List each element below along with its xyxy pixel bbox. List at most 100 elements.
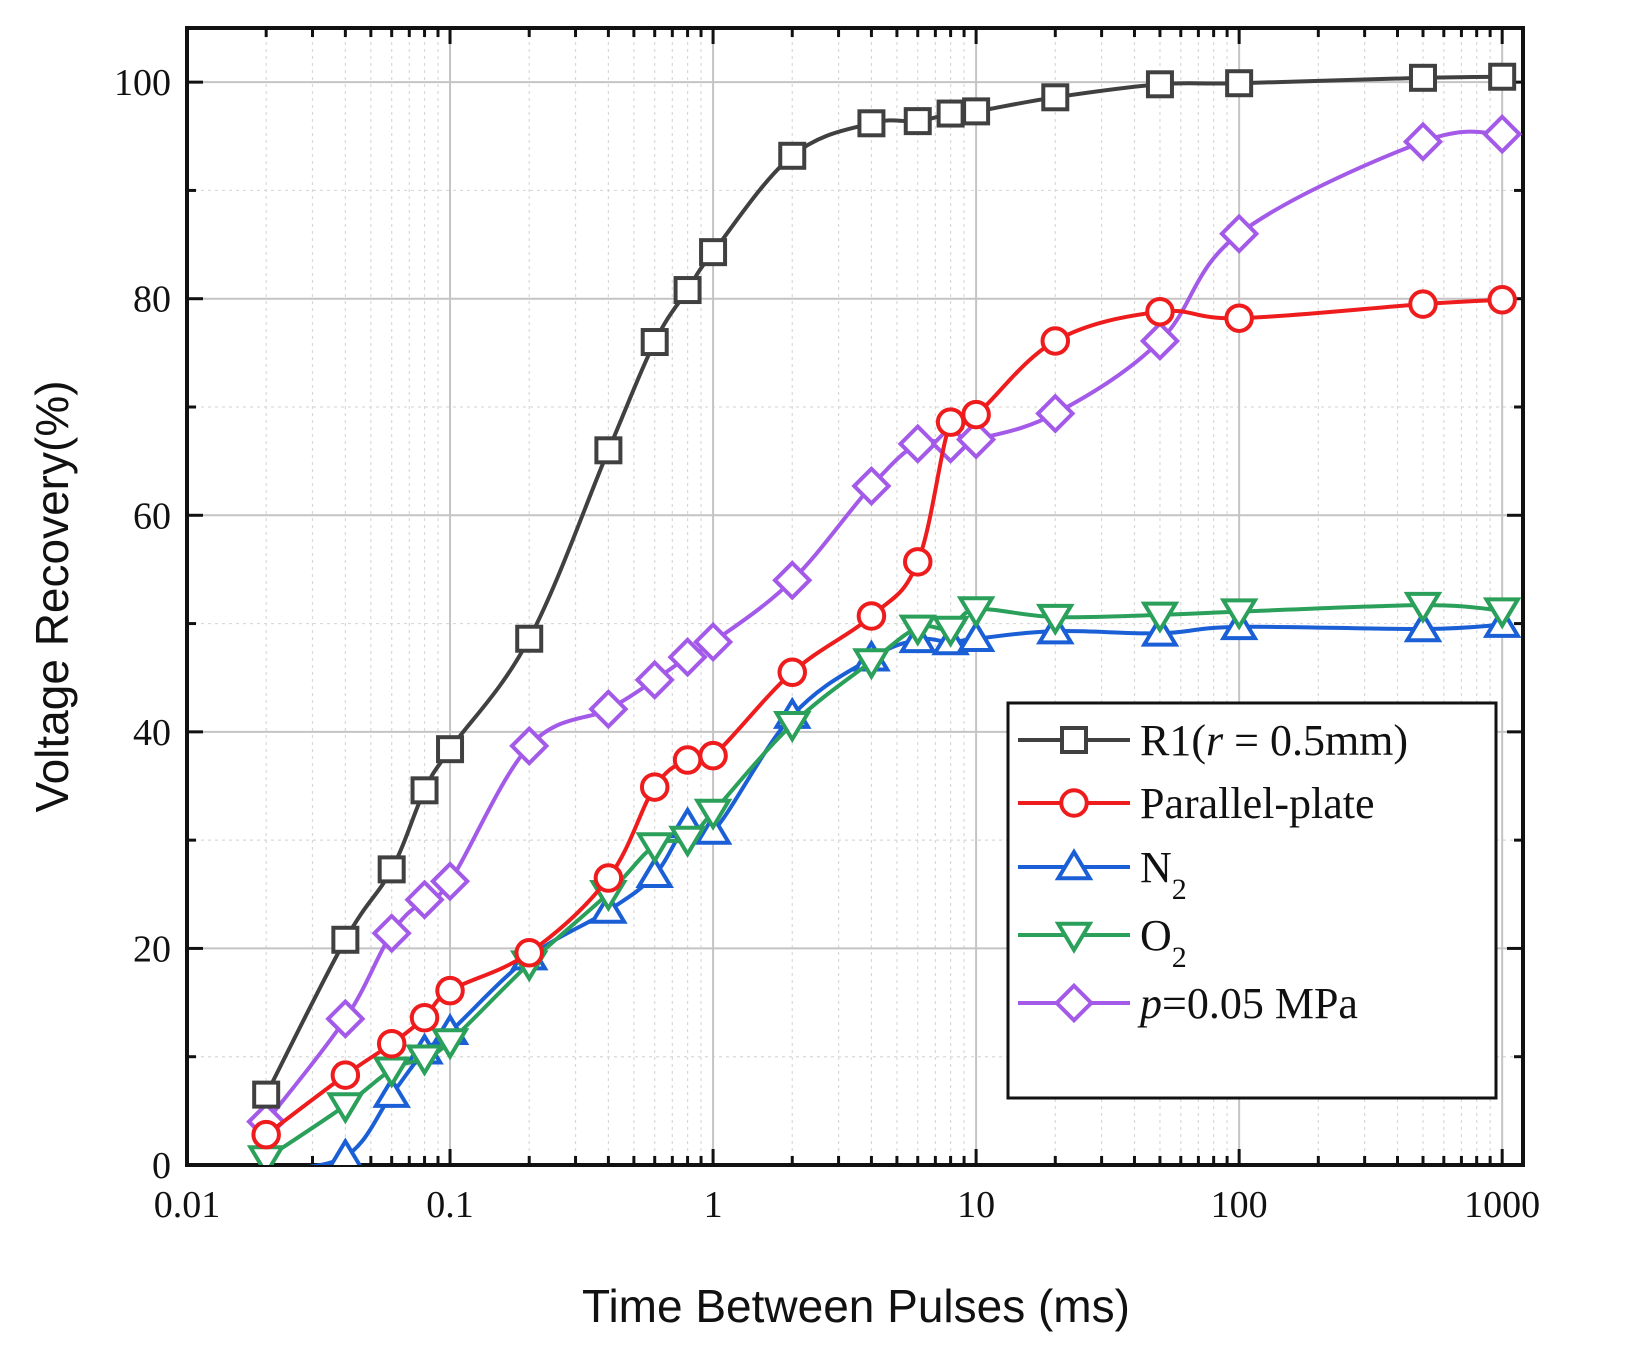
data-point <box>956 619 996 652</box>
data-point <box>330 1060 361 1090</box>
data-point <box>852 648 891 681</box>
data-point <box>514 938 544 968</box>
data-point <box>509 725 550 767</box>
data-point <box>777 657 808 688</box>
data-point <box>1403 591 1443 625</box>
series-group <box>246 62 1523 1165</box>
data-point <box>252 1080 281 1109</box>
data-point <box>409 1002 440 1033</box>
data-point <box>635 832 674 865</box>
series-p-0-05-mpa <box>246 114 1523 1142</box>
legend-swatch-marker <box>1060 726 1088 754</box>
data-point <box>1408 63 1437 92</box>
y-tick-label: 0 <box>152 1145 171 1187</box>
data-point <box>772 711 812 744</box>
data-point <box>898 614 938 647</box>
data-point <box>251 1119 281 1150</box>
x-tick-label: 100 <box>1211 1184 1268 1226</box>
legend-label: N2 <box>1140 843 1187 906</box>
data-point <box>325 998 366 1039</box>
y-tick-label: 100 <box>114 62 171 104</box>
data-point <box>1041 83 1070 112</box>
data-point <box>856 601 887 631</box>
data-point <box>1224 303 1254 333</box>
legend-swatch-marker <box>1053 982 1095 1024</box>
data-point <box>672 745 703 775</box>
data-point <box>851 465 892 507</box>
data-point <box>1035 393 1076 434</box>
data-point <box>430 1028 470 1061</box>
y-tick-label: 20 <box>133 928 171 970</box>
data-point <box>639 772 670 802</box>
data-point <box>429 861 471 902</box>
data-point <box>377 855 406 884</box>
y-tick-label: 80 <box>133 279 171 321</box>
data-point <box>1139 320 1181 362</box>
data-point <box>410 776 439 805</box>
data-point <box>594 436 623 465</box>
data-point <box>593 863 624 893</box>
x-tick-label: 1000 <box>1464 1184 1540 1226</box>
x-tick-label: 0.01 <box>154 1184 221 1226</box>
legend-item: Parallel-plate <box>1018 779 1375 828</box>
data-point <box>699 238 728 267</box>
data-point <box>1488 62 1517 91</box>
series-o2 <box>246 591 1522 1165</box>
legend-swatch-marker <box>1054 848 1094 881</box>
data-point <box>1225 69 1254 98</box>
data-point <box>326 1092 365 1125</box>
legend-item: p=0.05 MPa <box>1018 979 1358 1028</box>
data-point <box>1036 603 1075 636</box>
data-point <box>331 925 360 954</box>
data-point <box>778 141 807 170</box>
data-point <box>371 913 412 954</box>
data-point <box>1403 610 1443 643</box>
data-point <box>1140 601 1180 634</box>
data-point <box>962 97 991 126</box>
data-point <box>328 1137 362 1165</box>
y-tick-label: 40 <box>133 712 171 754</box>
data-point <box>673 276 702 305</box>
legend-swatch-marker <box>1054 921 1094 954</box>
data-point <box>857 109 886 138</box>
data-point <box>376 1028 407 1059</box>
data-point <box>635 855 674 889</box>
data-point <box>515 624 544 653</box>
legend-label: R1(r = 0.5mm) <box>1140 716 1408 765</box>
data-point <box>693 798 733 831</box>
legend-box <box>1006 701 1498 1100</box>
data-point <box>246 1145 286 1165</box>
legend-swatch-marker <box>1059 788 1089 818</box>
data-point <box>668 825 707 858</box>
x-tick-label: 1 <box>704 1184 723 1226</box>
series-r1-r-0-5mm- <box>252 62 1517 1109</box>
legend-item: R1(r = 0.5mm) <box>1018 716 1408 765</box>
data-point <box>956 419 997 460</box>
legend-item: O2 <box>1018 911 1187 974</box>
data-point <box>634 659 675 700</box>
data-point <box>698 740 728 771</box>
legend-label: O2 <box>1140 911 1187 974</box>
data-point <box>1219 598 1259 631</box>
data-point <box>667 637 708 678</box>
data-point <box>404 879 445 920</box>
legend-label: p=0.05 MPa <box>1137 979 1358 1028</box>
data-point <box>588 689 629 730</box>
data-point <box>1482 114 1523 155</box>
legend-item: N2 <box>1018 843 1187 906</box>
data-point <box>903 107 932 136</box>
data-point <box>931 615 970 648</box>
data-point <box>436 735 465 764</box>
data-point <box>902 547 933 577</box>
data-point <box>1219 213 1260 254</box>
data-point <box>1402 121 1444 162</box>
data-point <box>405 1044 444 1077</box>
data-point <box>772 560 813 601</box>
data-point <box>1482 597 1522 630</box>
y-axis-title: Voltage Recovery(%) <box>26 380 78 812</box>
series-parallel-plate <box>251 285 1517 1150</box>
data-point <box>897 423 938 464</box>
